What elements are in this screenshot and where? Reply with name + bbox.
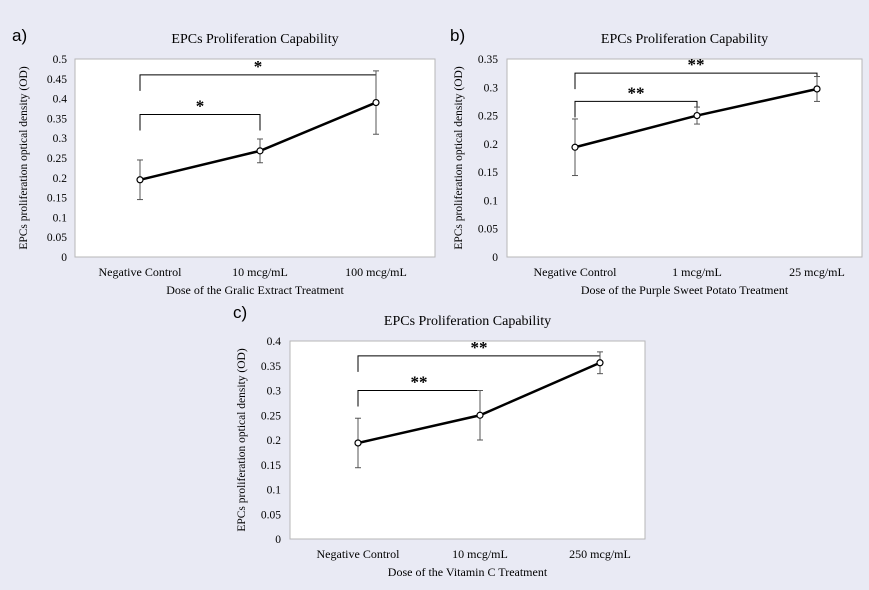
chart-panel-b: b) EPCs Proliferation Capability 0 0.05 0.1… [447,26,867,304]
y-tick-label: 0.3 [484,82,499,94]
x-tick-label: 25 mcg/mL [789,265,845,279]
x-tick-label: 100 mcg/mL [345,265,407,279]
panel-label-a: a) [12,26,28,45]
y-tick-label: 0.25 [478,111,498,123]
y-tick-label: 0.2 [53,173,68,185]
y-axis-label: EPCs proliferation optical density (OD) [453,66,465,249]
data-point [354,439,362,447]
y-axis-label: EPCs proliferation optical density (OD) [18,66,30,249]
y-tick-label: 0.25 [261,410,281,422]
x-axis-label: Dose of the Vitamin C Treatment [388,565,548,579]
significance-bracket [139,113,261,131]
y-tick-label: 0.1 [484,195,499,207]
y-tick-label: 0 [61,252,67,264]
data-point [476,411,484,419]
y-tick-label: 0.05 [261,509,281,521]
y-tick-label: 0.1 [267,485,282,497]
data-point [693,111,701,120]
data-point [256,147,264,155]
y-tick-label: 0.35 [478,54,498,66]
y-tick-label: 0.3 [53,133,68,145]
chart-title: EPCs Proliferation Capability [171,32,338,47]
significance-label: * [254,57,263,76]
significance-label: * [196,96,205,115]
y-tick-label: 0.2 [484,139,499,151]
data-point [372,98,380,107]
plot-area [74,58,436,258]
x-tick-label: 250 mcg/mL [569,547,631,561]
y-tick-label: 0.2 [267,435,282,447]
y-tick-label: 0.05 [47,232,67,244]
data-point [136,176,144,184]
y-tick-label: 0.3 [267,386,282,398]
chart-b-svg: EPCs Proliferation Capability 0 0.05 0.1 0.1… [453,32,863,297]
chart-title: EPCs Proliferation Capability [384,314,551,329]
significance-label: ** [411,373,428,392]
x-tick-label: Negative Control [99,265,183,279]
y-tick-label: 0 [492,252,498,264]
x-tick-label: 10 mcg/mL [452,547,508,561]
data-point [596,359,604,367]
data-point [813,85,821,93]
y-tick-label: 0.25 [47,153,67,165]
y-tick-label: 0.4 [53,94,68,106]
chart-c-svg: EPCs Proliferation Capability 0 0.05 0.1 0.1… [236,314,646,579]
y-tick-label: 0.5 [53,54,68,66]
plot-area [506,58,863,258]
x-tick-label: Negative Control [534,265,618,279]
y-tick-label: 0.45 [47,74,67,86]
y-tick-label: 0.4 [267,336,282,348]
chart-title: EPCs Proliferation Capability [601,32,768,47]
x-tick-label: 10 mcg/mL [232,265,288,279]
plot-area [289,340,646,540]
chart-panel-a: a) EPCs Proliferation Capability 0 0.05 0.1… [10,26,442,304]
panel-label-c: c) [233,303,248,322]
y-tick-label: 0.1 [53,212,68,224]
y-tick-label: 0.15 [261,460,281,472]
chart-a-svg: EPCs Proliferation Capability 0 0.05 0.1 0.1… [18,32,436,297]
y-tick-label: 0.35 [47,113,67,125]
y-axis-label: EPCs proliferation optical density (OD) [236,348,248,531]
chart-panel-c: c) EPCs Proliferation Capability 0 0.05 0.1… [230,303,650,585]
y-tick-label: 0.05 [478,224,498,236]
significance-label: ** [688,55,705,74]
y-tick-label: 0 [275,534,281,546]
y-tick-label: 0.15 [47,193,67,205]
x-tick-label: 1 mcg/mL [672,265,722,279]
significance-label: ** [471,338,488,357]
x-axis-label: Dose of the Gralic Extract Treatment [166,283,344,297]
x-axis-label: Dose of the Purple Sweet Potato Treatmen… [581,283,789,297]
y-tick-label: 0.35 [261,361,281,373]
y-tick-label: 0.15 [478,167,498,179]
x-tick-label: Negative Control [317,547,401,561]
significance-label: ** [628,83,645,102]
panel-label-b: b) [450,26,466,45]
data-point [571,143,579,151]
